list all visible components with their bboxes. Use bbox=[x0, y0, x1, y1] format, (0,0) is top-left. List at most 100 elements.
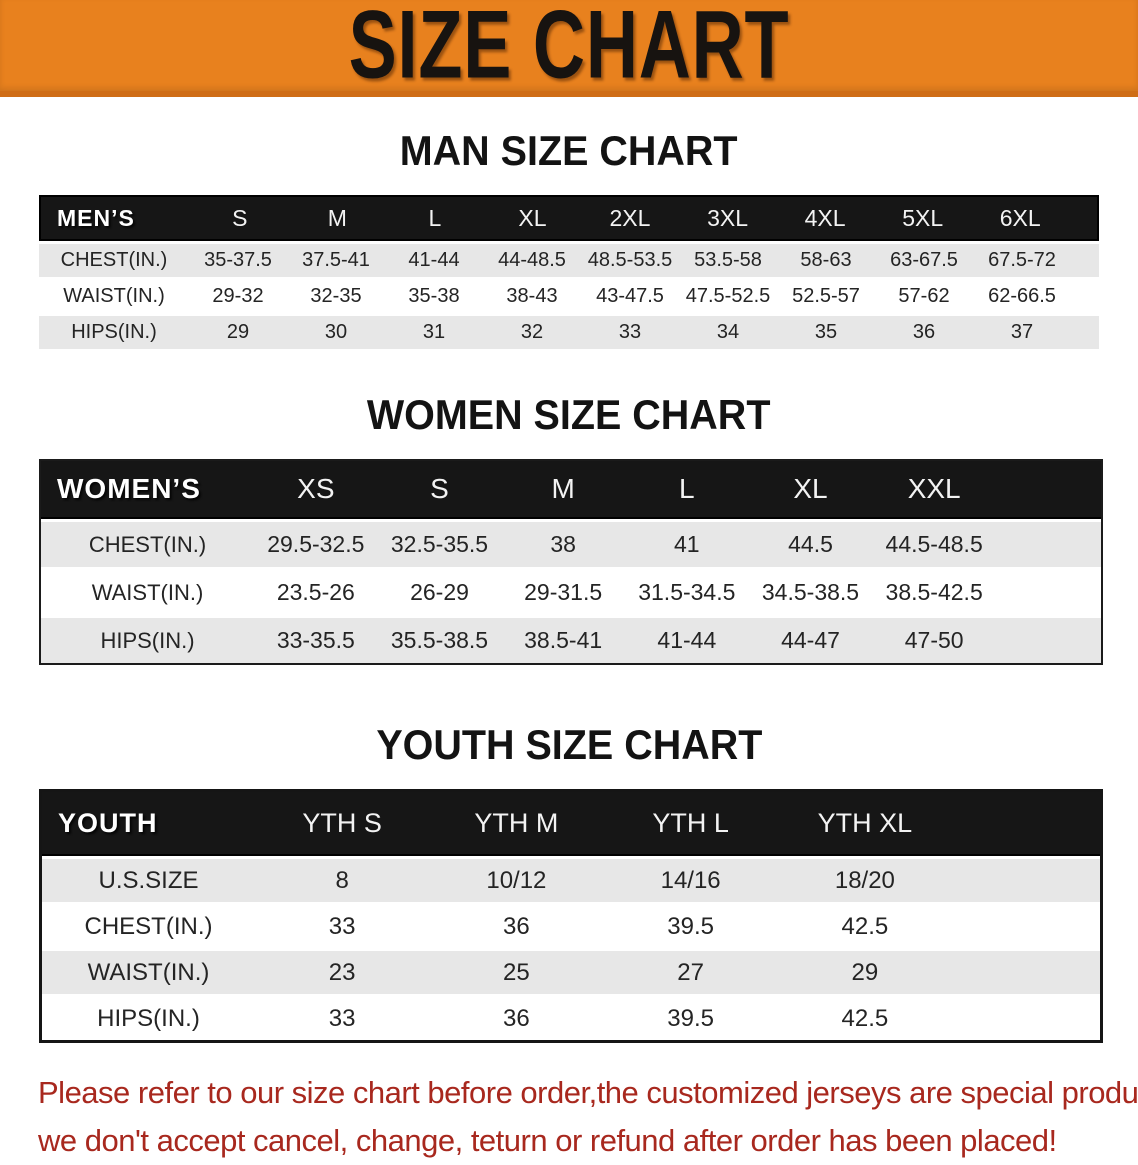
column-header: L bbox=[679, 473, 695, 504]
column-header: YTH XL bbox=[817, 807, 913, 838]
cell-value: 36 bbox=[503, 1004, 530, 1032]
youth-size-table: YOUTH YTH S YTH M YTH L YTH XL U.S.SIZE 8 10/12… bbox=[39, 789, 1103, 1043]
table-row: CHEST(IN.) 35-37.5 37.5-41 41-44 44-48.5 48.5… bbox=[39, 244, 1099, 277]
cell-value: 44-47 bbox=[781, 627, 840, 653]
cell-value: 26-29 bbox=[410, 579, 469, 605]
column-header: YTH L bbox=[652, 807, 729, 838]
row-label: U.S.SIZE bbox=[98, 866, 199, 894]
row-label: HIPS(IN.) bbox=[71, 321, 157, 343]
cell-value: 44-48.5 bbox=[498, 249, 566, 271]
cell-value: 29 bbox=[851, 958, 879, 986]
cell-value: 34 bbox=[716, 321, 740, 343]
table-header-row: YOUTH YTH S YTH M YTH L YTH XL bbox=[42, 792, 1100, 856]
table-row: U.S.SIZE 8 10/12 14/16 18/20 bbox=[42, 859, 1100, 902]
disclaimer-line-2: we don't accept cancel, change, teturn o… bbox=[38, 1123, 1057, 1159]
cell-value: 23.5-26 bbox=[276, 579, 355, 605]
cell-value: 14/16 bbox=[660, 866, 721, 894]
cell-value: 62-66.5 bbox=[988, 285, 1056, 307]
cell-value: 43-47.5 bbox=[596, 285, 664, 307]
cell-value: 41-44 bbox=[408, 249, 460, 271]
disclaimer-line-1: Please refer to our size chart before or… bbox=[38, 1075, 1138, 1110]
column-header: S bbox=[232, 204, 248, 231]
cell-value: 67.5-72 bbox=[988, 249, 1056, 271]
cell-value: 38 bbox=[550, 531, 576, 557]
cell-value: 18/20 bbox=[834, 866, 895, 894]
column-header: S bbox=[430, 473, 449, 504]
cell-value: 63-67.5 bbox=[890, 249, 958, 271]
women-size-section: WOMEN SIZE CHART WOMEN’S XS S M L XL XXL CHEST(… bbox=[0, 391, 1138, 665]
column-header: 6XL bbox=[999, 204, 1041, 231]
women-section-heading: WOMEN SIZE CHART bbox=[0, 391, 1138, 439]
column-header: YTH M bbox=[474, 807, 559, 838]
cell-value: 36 bbox=[503, 912, 530, 940]
cell-value: 39.5 bbox=[667, 1004, 714, 1032]
column-header: 3XL bbox=[707, 204, 749, 231]
cell-value: 29-31.5 bbox=[524, 579, 603, 605]
cell-value: 31.5-34.5 bbox=[638, 579, 736, 605]
row-label: WAIST(IN.) bbox=[87, 958, 210, 986]
table-header-label: WOMEN’S bbox=[57, 473, 201, 504]
cell-value: 44.5 bbox=[788, 531, 833, 557]
men-size-section: MAN SIZE CHART MEN’S S M L XL 2XL 3XL 4XL 5XL 6XL… bbox=[0, 127, 1138, 349]
column-header: M bbox=[327, 204, 347, 231]
men-size-table: MEN’S S M L XL 2XL 3XL 4XL 5XL 6XL CHEST(IN.) 35-37… bbox=[39, 195, 1099, 349]
cell-value: 42.5 bbox=[841, 912, 889, 940]
column-header: XS bbox=[297, 473, 335, 504]
column-header: 5XL bbox=[902, 204, 944, 231]
cell-value: 48.5-53.5 bbox=[587, 249, 673, 271]
table-header-row: MEN’S S M L XL 2XL 3XL 4XL 5XL 6XL bbox=[39, 195, 1099, 241]
cell-value: 34.5-38.5 bbox=[761, 579, 860, 605]
cell-value: 47-50 bbox=[904, 627, 964, 653]
row-label: CHEST(IN.) bbox=[88, 531, 207, 557]
cell-value: 30 bbox=[324, 321, 348, 343]
cell-value: 8 bbox=[335, 866, 349, 894]
cell-value: 32-35 bbox=[310, 285, 362, 307]
table-row: WAIST(IN.) 23 25 27 29 bbox=[42, 951, 1100, 994]
cell-value: 36 bbox=[912, 321, 936, 343]
cell-value: 39.5 bbox=[667, 912, 714, 940]
men-heading-text: MAN SIZE CHART bbox=[400, 127, 738, 174]
table-row: HIPS(IN.) 33 36 39.5 42.5 bbox=[42, 997, 1100, 1040]
order-disclaimer: Please refer to our size chart before or… bbox=[38, 1069, 1138, 1165]
table-row: WAIST(IN.) 23.5-26 26-29 29-31.5 31.5-34.5 34… bbox=[41, 570, 1101, 615]
cell-value: 35-38 bbox=[408, 285, 460, 307]
cell-value: 37 bbox=[1010, 321, 1034, 343]
men-section-heading: MAN SIZE CHART bbox=[0, 127, 1138, 175]
cell-value: 44.5-48.5 bbox=[885, 531, 983, 557]
row-label: HIPS(IN.) bbox=[97, 1004, 200, 1032]
cell-value: 33 bbox=[328, 912, 356, 940]
cell-value: 25 bbox=[503, 958, 530, 986]
row-label: HIPS(IN.) bbox=[100, 627, 195, 653]
row-label: CHEST(IN.) bbox=[60, 249, 168, 271]
column-header: 2XL bbox=[609, 204, 651, 231]
column-header: M bbox=[551, 473, 575, 504]
column-header: YTH S bbox=[302, 807, 382, 838]
table-header-label: YOUTH bbox=[58, 807, 158, 838]
cell-value: 29 bbox=[226, 321, 250, 343]
youth-size-section: YOUTH SIZE CHART YOUTH YTH S YTH M YTH L YTH… bbox=[0, 721, 1138, 1043]
cell-value: 27 bbox=[677, 958, 704, 986]
cell-value: 32 bbox=[520, 321, 544, 343]
column-header: XL bbox=[518, 204, 547, 231]
cell-value: 29-32 bbox=[212, 285, 264, 307]
cell-value: 10/12 bbox=[486, 866, 547, 894]
table-header-label: MEN’S bbox=[57, 204, 135, 231]
table-row: CHEST(IN.) 29.5-32.5 32.5-35.5 38 41 44.5 44.5… bbox=[41, 522, 1101, 567]
women-heading-text: WOMEN SIZE CHART bbox=[367, 391, 771, 438]
cell-value: 37.5-41 bbox=[302, 249, 370, 271]
table-header-row: WOMEN’S XS S M L XL XXL bbox=[41, 461, 1101, 519]
table-row: WAIST(IN.) 29-32 32-35 35-38 38-43 43-47.5 47.… bbox=[39, 280, 1099, 313]
row-label: CHEST(IN.) bbox=[84, 912, 213, 940]
cell-value: 52.5-57 bbox=[792, 285, 860, 307]
cell-value: 35-37.5 bbox=[204, 249, 272, 271]
youth-section-heading: YOUTH SIZE CHART bbox=[0, 721, 1138, 769]
cell-value: 53.5-58 bbox=[694, 249, 762, 271]
cell-value: 33-35.5 bbox=[276, 627, 355, 653]
cell-value: 38.5-41 bbox=[524, 627, 603, 653]
cell-value: 38-43 bbox=[506, 285, 558, 307]
cell-value: 29.5-32.5 bbox=[267, 531, 365, 557]
column-header: L bbox=[428, 204, 442, 231]
youth-heading-text: YOUTH SIZE CHART bbox=[375, 721, 763, 768]
cell-value: 35 bbox=[814, 321, 838, 343]
